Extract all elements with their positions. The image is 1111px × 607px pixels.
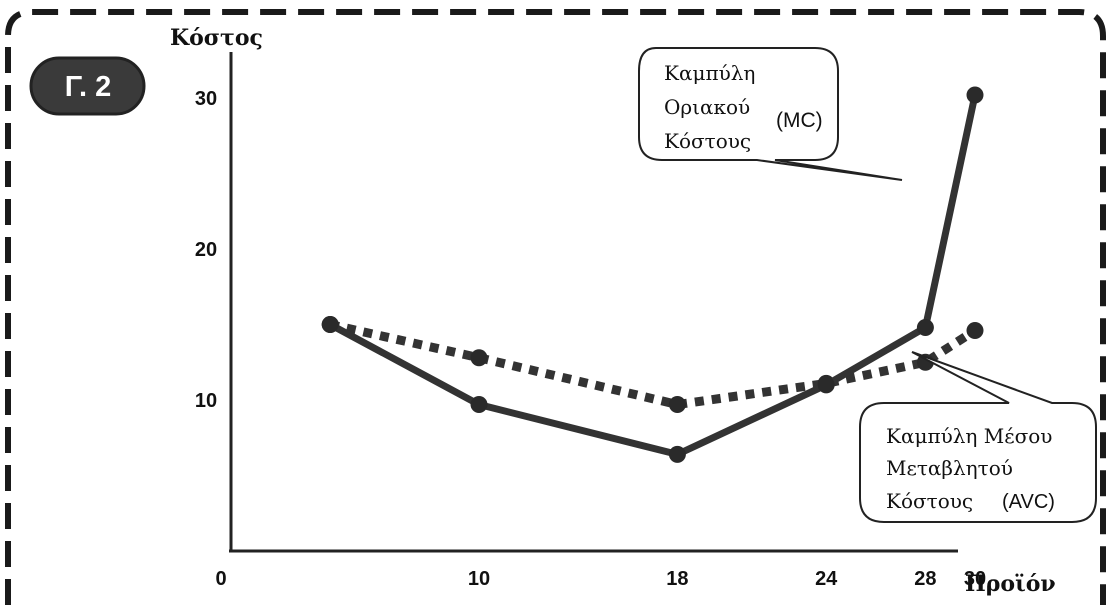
- figure-badge: Γ. 2: [29, 56, 146, 116]
- avc-point: [668, 396, 686, 414]
- mc-callout-line-3: Κόστους: [664, 129, 751, 153]
- mc-point: [668, 445, 686, 463]
- y-tick-label: 10: [195, 390, 217, 412]
- mc-point: [817, 376, 835, 394]
- origin-label: 0: [215, 568, 226, 590]
- avc-callout: Καμπύλη Μέσου Μεταβλητού Κόστους (AVC): [859, 351, 1097, 523]
- mc-point: [966, 86, 984, 104]
- mc-callout-line-2: Οριακού: [664, 95, 750, 119]
- avc-callout-line-3: Κόστους: [886, 489, 973, 513]
- avc-callout-box: [859, 351, 1097, 523]
- avc-callout-line-1: Καμπύλη Μέσου: [886, 424, 1052, 448]
- mc-callout-line-1: Καμπύλη: [664, 61, 755, 85]
- tick-labels: 10 18 24 28 30 10 20 30: [195, 88, 986, 590]
- x-tick-label: 24: [815, 568, 838, 590]
- mc-point: [321, 316, 339, 333]
- avc-callout-line-2: Μεταβλητού: [886, 456, 1013, 480]
- mc-callout-tag: (MC): [776, 109, 823, 132]
- avc-point: [470, 349, 488, 367]
- avc-curve-line: [329, 320, 978, 410]
- x-tick-label: 10: [468, 568, 490, 590]
- mc-point: [470, 396, 488, 414]
- mc-point: [916, 319, 934, 337]
- x-tick-label: 18: [666, 568, 688, 590]
- y-axis-title: Κόστος: [170, 25, 263, 51]
- y-tick-label: 30: [195, 88, 217, 110]
- dashed-frame: [5, 9, 1106, 605]
- mc-callout-box: [638, 47, 903, 181]
- avc-callout-tag: (AVC): [1002, 491, 1055, 513]
- mc-callout: Καμπύλη Οριακού Κόστους (MC): [638, 47, 903, 181]
- y-tick-label: 20: [195, 239, 217, 261]
- badge-label: Γ. 2: [65, 71, 112, 103]
- x-axis-title: Προϊόν: [965, 571, 1056, 597]
- x-tick-label: 30: [964, 568, 986, 590]
- avc-point: [966, 322, 984, 340]
- x-tick-label: 28: [914, 568, 936, 590]
- mc-curve-line: [326, 91, 979, 458]
